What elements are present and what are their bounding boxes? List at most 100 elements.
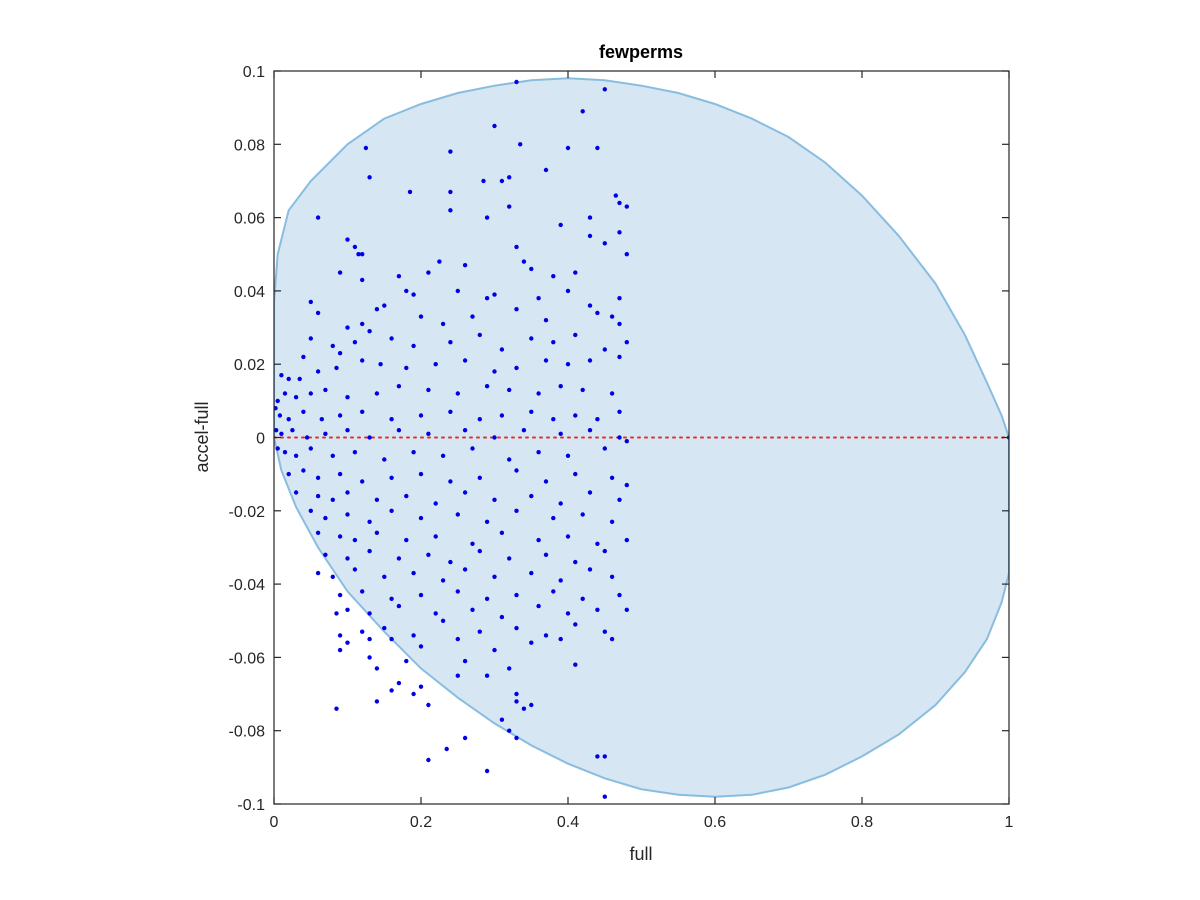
data-point [426, 757, 431, 763]
data-point [514, 592, 519, 598]
data-point [374, 391, 380, 396]
data-point [274, 406, 278, 411]
data-point [477, 475, 482, 480]
data-point [404, 658, 409, 664]
data-point [529, 493, 534, 499]
data-point [418, 471, 424, 477]
data-point [602, 548, 607, 554]
data-point [551, 515, 556, 521]
data-point [308, 508, 313, 513]
data-point [624, 439, 629, 444]
data-point [382, 574, 387, 579]
data-point [521, 259, 527, 264]
data-point [352, 340, 358, 345]
data-point [462, 358, 468, 363]
y-tick-label: 0.02 [234, 357, 265, 374]
data-point [293, 453, 299, 458]
data-point [499, 413, 505, 418]
data-point [345, 325, 350, 330]
data-point [274, 428, 279, 433]
data-point [470, 607, 475, 612]
data-point [499, 347, 505, 352]
data-point [455, 673, 460, 678]
data-point [389, 336, 394, 341]
data-point [484, 596, 490, 601]
data-point [617, 497, 622, 502]
data-point [455, 391, 460, 396]
data-point [484, 768, 490, 774]
data-point [514, 244, 519, 250]
data-point [337, 413, 343, 418]
data-point [411, 691, 416, 697]
data-point [543, 633, 549, 638]
data-point [462, 658, 468, 664]
data-point [543, 552, 549, 557]
data-point [334, 706, 339, 711]
data-point [477, 417, 482, 422]
data-point [308, 336, 313, 341]
data-point [551, 417, 556, 422]
data-point [279, 373, 284, 378]
data-point [426, 387, 431, 393]
data-point [337, 351, 343, 356]
y-tick-label: -0.04 [229, 577, 266, 594]
data-point [360, 409, 365, 414]
data-point [602, 87, 607, 92]
data-point [426, 702, 431, 708]
data-point [507, 728, 512, 733]
data-point [389, 508, 394, 513]
data-point [275, 446, 280, 451]
data-point [551, 274, 556, 279]
data-point [558, 636, 563, 642]
y-tick-label: 0.1 [243, 64, 265, 81]
data-point [334, 365, 339, 371]
data-point [617, 200, 622, 206]
data-point [275, 398, 280, 404]
data-point [462, 490, 468, 495]
data-point [499, 614, 505, 620]
data-point [529, 702, 534, 708]
data-point [360, 277, 365, 283]
data-point [543, 358, 549, 363]
data-point [587, 428, 593, 433]
data-point [440, 618, 446, 623]
data-point [396, 274, 402, 279]
data-point [382, 303, 387, 308]
data-point [345, 556, 350, 561]
data-point [455, 288, 460, 294]
data-point [301, 468, 306, 473]
data-point [624, 204, 629, 209]
data-point [499, 178, 505, 184]
data-point [617, 230, 622, 235]
data-point [536, 391, 541, 396]
data-point [418, 684, 424, 689]
data-point [345, 512, 350, 517]
data-point [587, 358, 593, 363]
data-point [613, 193, 618, 198]
data-point [345, 607, 350, 612]
data-point [602, 754, 607, 759]
data-point [352, 537, 358, 543]
data-point [440, 453, 446, 458]
data-point [609, 475, 615, 480]
data-point [492, 497, 497, 502]
data-point [374, 497, 380, 502]
data-point [448, 189, 453, 195]
x-tick-label: 0.8 [851, 814, 873, 831]
data-point [334, 611, 339, 616]
data-point [499, 530, 505, 535]
data-point [407, 189, 413, 195]
shaded-region [274, 77, 1009, 798]
data-point [492, 123, 497, 129]
data-point [484, 519, 490, 524]
data-point [518, 142, 523, 147]
data-point [529, 336, 534, 341]
y-tick-label: -0.1 [237, 797, 265, 814]
data-point [529, 409, 534, 414]
data-point [356, 252, 361, 257]
data-point [411, 292, 416, 297]
data-point [565, 611, 571, 616]
data-point [609, 391, 615, 396]
data-point [536, 450, 541, 455]
data-point [437, 259, 442, 264]
